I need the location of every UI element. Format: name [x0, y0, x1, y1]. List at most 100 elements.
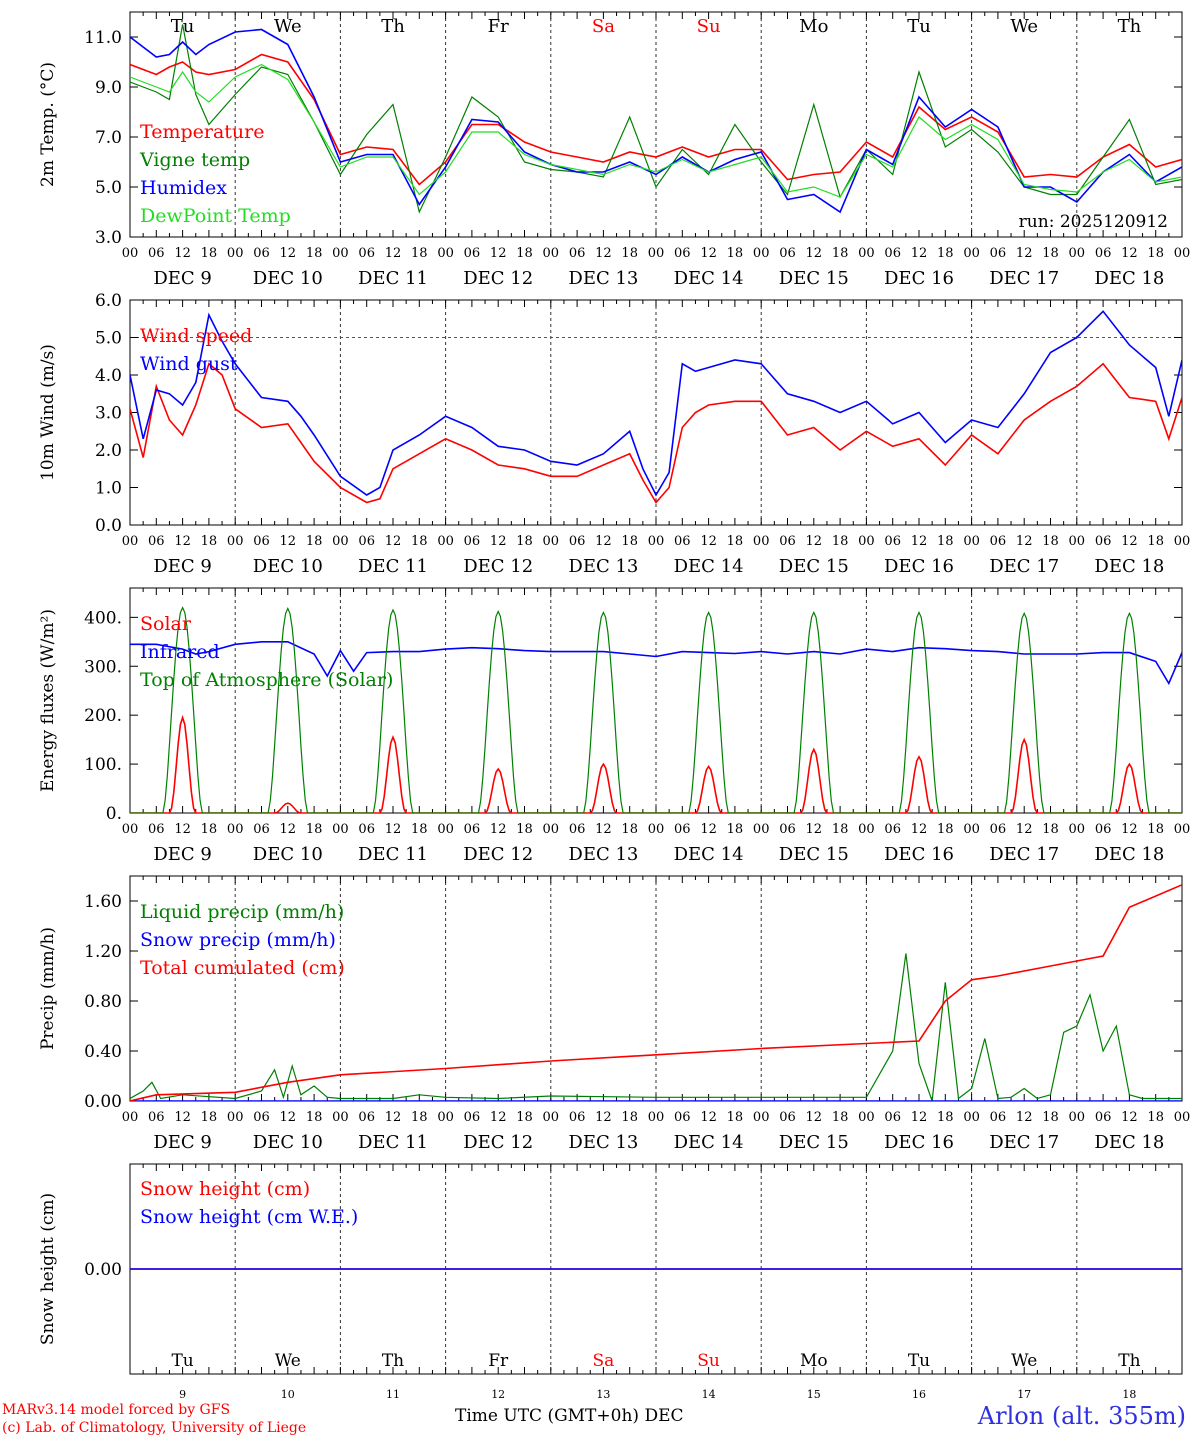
- hour-tick-label: 12: [911, 246, 928, 261]
- hour-tick-label: 06: [148, 822, 165, 837]
- hour-tick-label: 18: [1147, 246, 1164, 261]
- hour-tick-label: 06: [569, 534, 586, 549]
- hour-tick-label: 00: [753, 1110, 770, 1125]
- hour-tick-label: 00: [753, 246, 770, 261]
- hour-tick-label: 12: [490, 822, 507, 837]
- hour-tick-label: 00: [648, 822, 665, 837]
- date-label: DEC 17: [989, 844, 1059, 865]
- hour-tick-label: 12: [174, 534, 191, 549]
- hour-tick-label: 12: [1016, 246, 1033, 261]
- hour-tick-label: 06: [884, 1110, 901, 1125]
- hour-tick-label: 18: [1042, 822, 1059, 837]
- hour-tick-label: 06: [884, 822, 901, 837]
- hour-tick-label: 00: [1174, 822, 1191, 837]
- day-number-label: 13: [596, 1388, 610, 1401]
- y-tick-label: 100.: [84, 755, 122, 775]
- hour-tick-label: 18: [306, 246, 323, 261]
- time-axis-label: Time UTC (GMT+0h) DEC: [455, 1406, 684, 1426]
- legend-liquid-precip-mm-h-: Liquid precip (mm/h): [140, 901, 344, 923]
- hour-tick-label: 00: [437, 246, 454, 261]
- hour-tick-label: 00: [122, 822, 139, 837]
- hour-tick-label: 00: [1069, 534, 1086, 549]
- y-tick-label: 300.: [84, 657, 122, 677]
- hour-tick-label: 06: [358, 822, 375, 837]
- hour-tick-label: 18: [727, 246, 744, 261]
- hour-tick-label: 12: [280, 534, 297, 549]
- date-label: DEC 10: [253, 844, 323, 865]
- hour-tick-label: 18: [306, 822, 323, 837]
- legend-total-cumulated-cm-: Total cumulated (cm): [140, 957, 345, 979]
- y-tick-label: 1.60: [84, 892, 122, 912]
- model-credit-line: MARv3.14 model forced by GFS: [2, 1402, 231, 1418]
- hour-tick-label: 12: [911, 822, 928, 837]
- hour-tick-label: 00: [332, 534, 349, 549]
- temp-series-dewpoint-temp: [130, 63, 1182, 198]
- legend-snow-precip-mm-h-: Snow precip (mm/h): [140, 929, 336, 951]
- hour-tick-label: 12: [595, 534, 612, 549]
- hour-tick-label: 06: [253, 1110, 270, 1125]
- hour-tick-label: 18: [727, 1110, 744, 1125]
- hour-tick-label: 00: [227, 822, 244, 837]
- hour-tick-label: 06: [779, 1110, 796, 1125]
- hour-tick-label: 06: [569, 822, 586, 837]
- hour-tick-label: 12: [700, 246, 717, 261]
- weekday-label-bottom: Tu: [171, 1351, 193, 1371]
- date-label: DEC 14: [674, 556, 744, 577]
- hour-tick-label: 06: [358, 246, 375, 261]
- date-label: DEC 18: [1094, 268, 1164, 289]
- date-label: DEC 9: [153, 556, 212, 577]
- hour-tick-label: 00: [1174, 1110, 1191, 1125]
- y-tick-label: 0.0: [95, 516, 122, 536]
- hour-tick-label: 12: [1121, 246, 1138, 261]
- precip-panel: [129, 875, 1183, 1102]
- y-tick-label: 7.0: [95, 128, 122, 148]
- date-label: DEC 10: [253, 268, 323, 289]
- hour-tick-label: 18: [832, 534, 849, 549]
- hour-tick-label: 12: [280, 1110, 297, 1125]
- hour-tick-label: 18: [937, 246, 954, 261]
- legend-temperature: Temperature: [140, 121, 264, 143]
- hour-tick-label: 06: [464, 1110, 481, 1125]
- hour-tick-label: 12: [280, 246, 297, 261]
- date-label: DEC 15: [779, 556, 849, 577]
- date-label: DEC 18: [1094, 844, 1164, 865]
- hour-tick-label: 00: [1069, 246, 1086, 261]
- energy-series-solar: [130, 714, 1182, 813]
- hour-tick-label: 12: [174, 822, 191, 837]
- wind-panel: [129, 299, 1183, 526]
- weekday-label: Th: [381, 16, 405, 37]
- date-label: DEC 10: [253, 1132, 323, 1153]
- hour-tick-label: 06: [674, 822, 691, 837]
- date-label: DEC 14: [674, 268, 744, 289]
- hour-tick-label: 00: [858, 246, 875, 261]
- hour-tick-label: 18: [516, 822, 533, 837]
- date-label: DEC 14: [674, 1132, 744, 1153]
- date-label: DEC 18: [1094, 1132, 1164, 1153]
- date-label: DEC 15: [779, 844, 849, 865]
- hour-tick-label: 06: [358, 534, 375, 549]
- hour-tick-label: 00: [437, 534, 454, 549]
- date-label: DEC 12: [463, 1132, 533, 1153]
- hour-tick-label: 12: [1016, 534, 1033, 549]
- hour-tick-label: 12: [490, 246, 507, 261]
- day-number-label: 11: [386, 1388, 400, 1401]
- hour-tick-label: 06: [674, 246, 691, 261]
- y-tick-label: 1.0: [95, 479, 122, 499]
- temp-ylabel: 2m Temp. (°C): [38, 62, 58, 187]
- day-number-label: 10: [281, 1388, 295, 1401]
- hour-tick-label: 12: [806, 1110, 823, 1125]
- hour-tick-label: 00: [963, 1110, 980, 1125]
- date-label: DEC 15: [779, 1132, 849, 1153]
- date-label: DEC 16: [884, 268, 954, 289]
- hour-tick-label: 06: [1095, 534, 1112, 549]
- hour-tick-label: 12: [385, 534, 402, 549]
- hour-tick-label: 12: [595, 822, 612, 837]
- wind-frame: [129, 299, 1183, 526]
- hour-tick-label: 00: [753, 822, 770, 837]
- y-tick-label: 0.00: [84, 1260, 122, 1280]
- hour-tick-label: 12: [1016, 822, 1033, 837]
- hour-tick-label: 00: [332, 822, 349, 837]
- hour-tick-label: 00: [227, 246, 244, 261]
- hour-tick-label: 18: [832, 246, 849, 261]
